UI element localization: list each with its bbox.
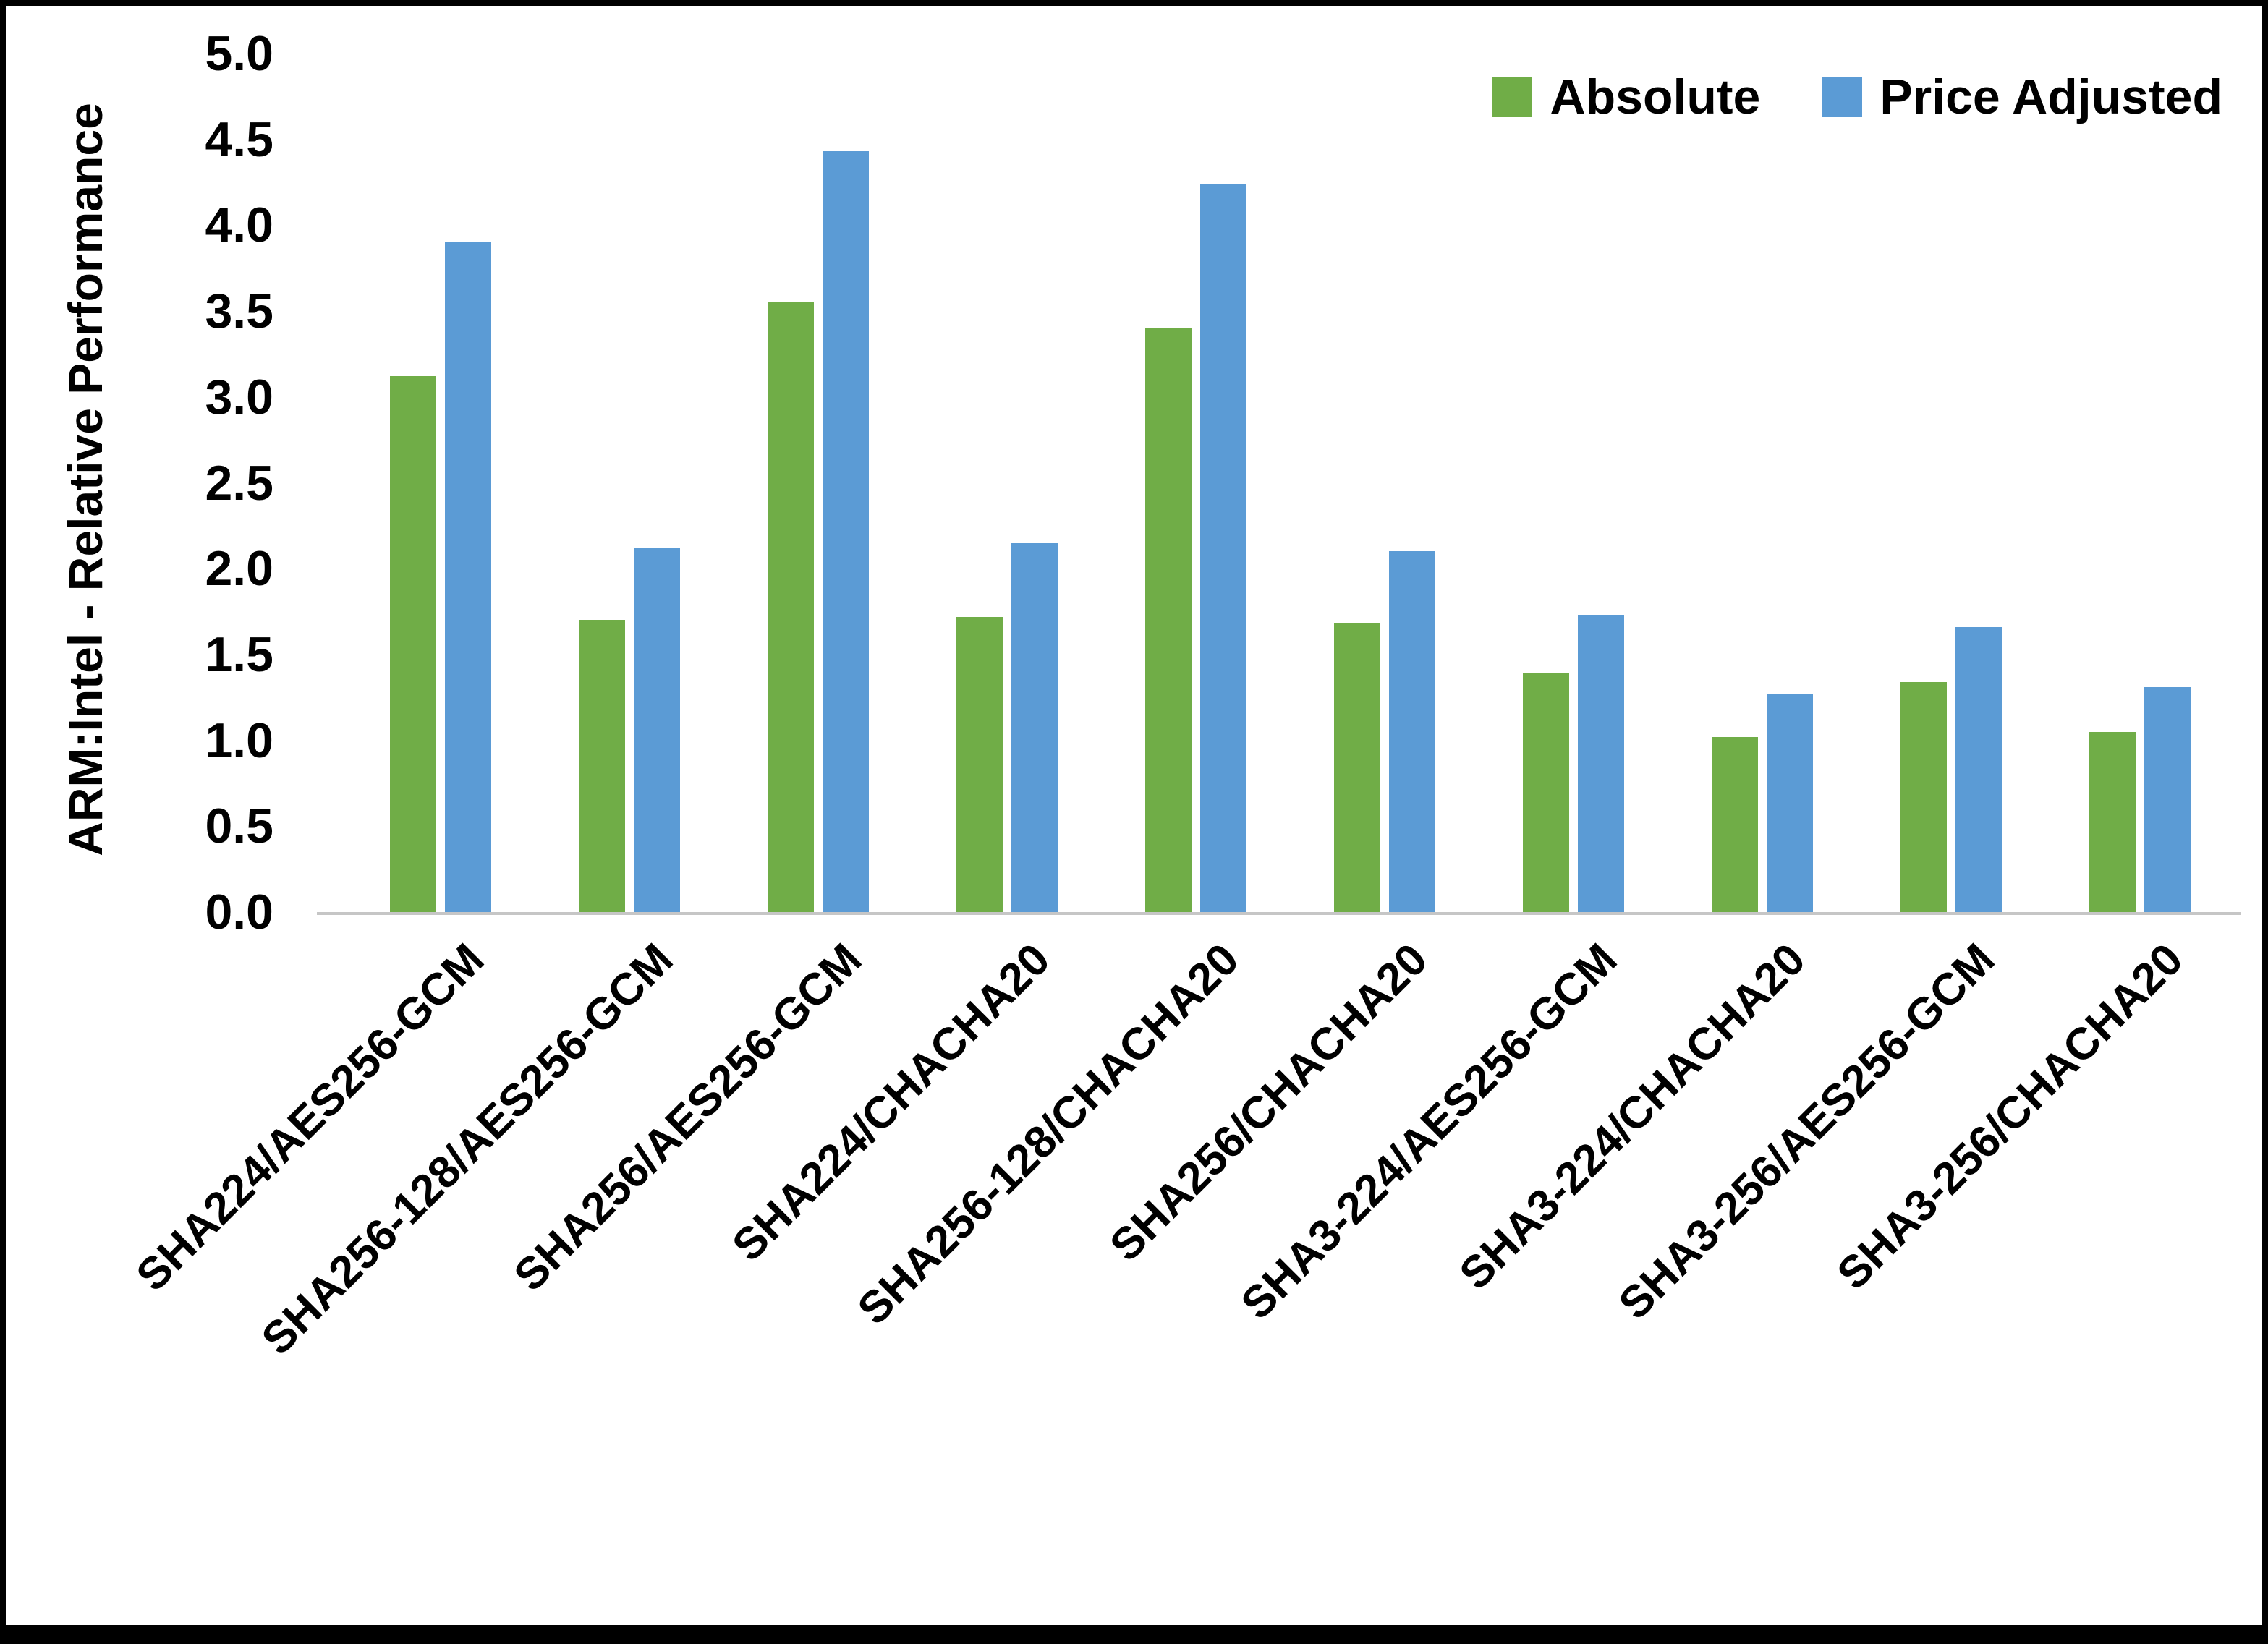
x-axis-label: SHA3-224/CHACHA20 — [1450, 934, 1815, 1300]
legend-swatch-price-adjusted-icon — [1822, 77, 1863, 117]
bar-price-adjusted — [1955, 626, 2002, 912]
x-axis-label: SHA224/AES256-GCM — [127, 934, 493, 1301]
bar-absolute — [2089, 731, 2136, 912]
y-tick-label: 0.5 — [205, 798, 273, 854]
x-axis-label: SHA3-256/CHACHA20 — [1827, 934, 2193, 1300]
x-axis-label: SHA256-128/CHACHA20 — [848, 934, 1249, 1334]
legend-item-absolute: Absolute — [1492, 69, 1760, 124]
bar-price-adjusted — [822, 151, 869, 912]
y-tick-label: 2.0 — [205, 541, 273, 597]
bar-absolute — [1333, 623, 1380, 912]
bar-absolute — [1711, 736, 1758, 912]
legend-item-price-adjusted: Price Adjusted — [1822, 69, 2222, 124]
x-axis-label: SHA224/CHACHA20 — [723, 934, 1060, 1272]
bar-price-adjusted — [1766, 694, 1813, 912]
legend: Absolute Price Adjusted — [1492, 69, 2222, 124]
plot-area: 0.0 0.5 1.0 1.5 2.0 2.5 3.0 3.5 4.0 4.5 5.0 SHA224/… — [6, 6, 2262, 1625]
legend-label-absolute: Absolute — [1550, 69, 1761, 124]
x-axis-line — [317, 912, 2241, 915]
bar-price-adjusted — [444, 242, 491, 912]
x-axis-label: SHA256/CHACHA20 — [1100, 934, 1437, 1272]
y-tick-label: 5.0 — [205, 26, 273, 81]
bar-absolute — [1522, 673, 1569, 912]
x-axis-label: SHA256/AES256-GCM — [504, 934, 871, 1301]
legend-swatch-absolute-icon — [1492, 77, 1533, 117]
bar-price-adjusted — [2144, 687, 2191, 912]
x-axis-label: SHA3-224/AES256-GCM — [1231, 934, 1626, 1329]
bar-price-adjusted — [1011, 542, 1058, 912]
bar-price-adjusted — [1388, 551, 1435, 912]
bar-absolute — [956, 616, 1003, 912]
bar-price-adjusted — [1577, 615, 1624, 912]
y-tick-label: 3.0 — [205, 369, 273, 425]
bar-absolute — [1144, 328, 1192, 912]
bar-absolute — [1900, 681, 1947, 912]
bar-price-adjusted — [633, 548, 680, 912]
bar-absolute — [578, 620, 625, 912]
bar-price-adjusted — [1199, 184, 1246, 912]
bar-absolute — [389, 376, 436, 912]
y-tick-label: 3.5 — [205, 284, 273, 339]
y-tick-label: 4.5 — [205, 111, 273, 167]
legend-label-price-adjusted: Price Adjusted — [1880, 69, 2222, 124]
y-tick-label: 2.5 — [205, 455, 273, 511]
y-tick-label: 0.0 — [205, 885, 273, 940]
x-axis-label: SHA3-256/AES256-GCM — [1609, 934, 2004, 1329]
y-tick-label: 1.0 — [205, 712, 273, 768]
y-tick-label: 4.0 — [205, 197, 273, 253]
bar-absolute — [767, 302, 814, 912]
y-tick-label: 1.5 — [205, 626, 273, 682]
